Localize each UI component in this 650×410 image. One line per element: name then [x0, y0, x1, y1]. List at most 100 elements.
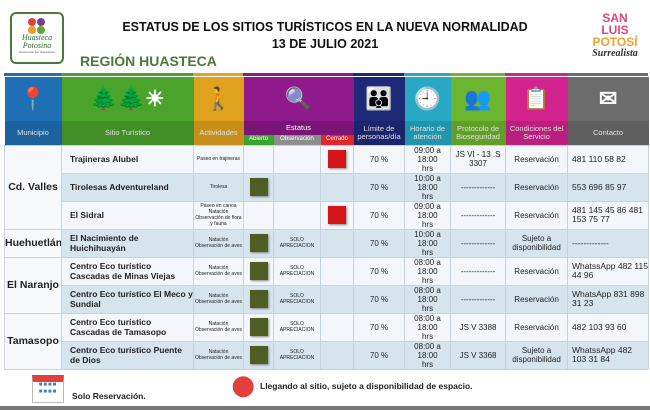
activities: Natación Observación de aves — [193, 284, 244, 314]
column-icon-cell: ✉ — [567, 77, 649, 121]
limit: 70 % — [353, 340, 406, 370]
hours: 08:00 a 18:00 hrs — [404, 256, 452, 286]
search-icon: 🔍 — [284, 86, 313, 111]
open-status-marker — [249, 234, 268, 252]
status-observacion — [273, 144, 321, 174]
column-icon-cell: 🌲🌲☀ — [61, 77, 194, 121]
open-status-marker — [249, 318, 268, 336]
status-header-observacion: Observación — [273, 135, 321, 145]
protocol: ------------- — [450, 284, 507, 314]
activities: Natación Observación de aves — [193, 312, 244, 342]
hours: 09:00 a 18:00 hrs — [404, 200, 452, 230]
closed-status-marker — [328, 206, 347, 224]
table-row: Centro Eco turístico Puente de Dios Natac… — [4, 340, 650, 370]
legend-reservation: ■■■■ ■■■■ Solo Reservación. — [32, 371, 192, 405]
activities: Paseo en canoa Natación Observación de f… — [193, 200, 244, 230]
open-status-marker — [249, 178, 268, 196]
calendar-icon: ■■■■ ■■■■ — [32, 375, 64, 403]
status-cerrado — [319, 172, 355, 202]
trees-sun-water-icon: 🌲🌲☀ — [90, 86, 165, 111]
limit: 70 % — [353, 312, 406, 342]
activities: Tirolesa — [193, 172, 244, 202]
status-cerrado — [319, 144, 355, 174]
conditions: Reservación — [505, 172, 569, 202]
status-observacion — [273, 200, 321, 230]
contact: 481 110 58 82 — [567, 144, 650, 174]
contact: 553 696 85 97 — [567, 172, 650, 202]
site-name: El Nacimiento de Huichihuayán — [61, 228, 194, 258]
status-table: 📍 🌲🌲☀ 🚶 🔍 👪 🕘 👥 📋 ✉ Municipio Sitio Turístico Activ… — [4, 77, 650, 370]
column-icon-cell: 📍 — [4, 77, 62, 121]
limit: 70 % — [353, 172, 406, 202]
site-name: Tirolesas Adventureland — [61, 172, 194, 202]
conditions: Reservación — [505, 200, 569, 230]
status-observacion: SOLO APRECIACION — [273, 340, 321, 370]
bottom-bar — [0, 406, 650, 410]
open-status-marker — [249, 290, 268, 308]
hours: 10:00 a 18:00 hrs — [404, 172, 452, 202]
municipio-cell: El Naranjo — [4, 256, 62, 314]
status-abierto — [243, 200, 274, 230]
hours: 08:00 a 18:00 hrs — [404, 284, 452, 314]
table-row: El Sidral Paseo en canoa Natación Observa… — [4, 200, 650, 230]
limit: 70 % — [353, 144, 406, 174]
conditions: Reservación — [505, 312, 569, 342]
checklist-icon: 📋 — [522, 86, 551, 111]
status-abierto — [243, 144, 274, 174]
color-strip-segment — [193, 73, 243, 76]
protocol: ------------- — [450, 228, 507, 258]
table-row: Huehuetlán El Nacimiento de Huichihuayán N… — [4, 228, 650, 258]
contact: WhatsApp 831 898 31 23 — [567, 284, 650, 314]
protocol: ------------- — [450, 172, 507, 202]
table-row: Tamasopo Centro Eco turístico Cascadas de… — [4, 312, 650, 370]
hours: 09:00 a 18:00 hrs — [404, 144, 452, 174]
status-observacion: SOLO APRECIACION — [273, 228, 321, 258]
column-icon-cell: 🚶 — [193, 77, 244, 121]
municipio-cell: Cd. Valles — [4, 144, 62, 230]
column-icon-cell: 👪 — [353, 77, 405, 121]
status-cerrado — [319, 340, 355, 370]
hours: 10:00 a 18:00 hrs — [404, 228, 452, 258]
status-abierto — [243, 312, 274, 342]
closed-status-marker — [328, 150, 347, 168]
conditions: Reservación — [505, 144, 569, 174]
column-header: Actividades — [193, 121, 244, 145]
contact: WhatssApp 482 115 44 96 — [567, 256, 650, 286]
municipio-cell: Huehuetlán — [4, 228, 62, 258]
region-title: REGIÓN HUASTECA — [80, 53, 217, 69]
contact: 481 145 45 86 481 153 75 77 — [567, 200, 650, 230]
people-shield-icon: 👥 — [464, 86, 492, 111]
column-header: Contacto — [567, 121, 649, 145]
color-strip — [4, 73, 648, 76]
table-row: Cd. Valles Trajineras Alubel Paseo en traj… — [4, 144, 650, 230]
contact: 482 103 93 60 — [567, 312, 650, 342]
column-icon-cell: 📋 — [505, 77, 568, 121]
page-date: 13 DE JULIO 2021 — [271, 37, 379, 51]
column-header: Límite de personas/día — [353, 121, 405, 145]
conditions: Reservación — [505, 284, 569, 314]
protocol: JS V 3368 — [450, 340, 507, 370]
column-icon-cell: 👥 — [450, 77, 506, 121]
status-cerrado — [319, 200, 355, 230]
map-pin-icon: 📍 — [19, 86, 47, 111]
status-observacion — [273, 172, 321, 202]
activities: Natación Observación de aves — [193, 256, 244, 286]
color-strip-segment — [505, 73, 567, 76]
status-abierto — [243, 172, 274, 202]
status-cerrado — [319, 312, 355, 342]
status-cerrado — [319, 284, 355, 314]
color-strip-segment — [450, 73, 505, 76]
site-name: Centro Eco turístico El Meco y Sundial — [61, 284, 194, 314]
location-pin-icon: ⬤ — [232, 375, 255, 397]
conditions: Sujeto a disponibilidad — [505, 340, 569, 370]
legend-arrival: ⬤ Llegando al sitio, sujeto a disponibil… — [232, 375, 473, 397]
huasteca-potosina-logo: Huasteca Potosina Enamorate por Naturaleza — [10, 12, 64, 64]
status-observacion: SOLO APRECIACION — [273, 284, 321, 314]
limit: 70 % — [353, 284, 406, 314]
column-header: Protocolo de Bioseguridad — [450, 121, 506, 145]
column-header: Sitio Turístico — [61, 121, 194, 145]
status-abierto — [243, 256, 274, 286]
status-abierto — [243, 340, 274, 370]
conditions: Reservación — [505, 256, 569, 286]
protocol: ------------- — [450, 256, 507, 286]
